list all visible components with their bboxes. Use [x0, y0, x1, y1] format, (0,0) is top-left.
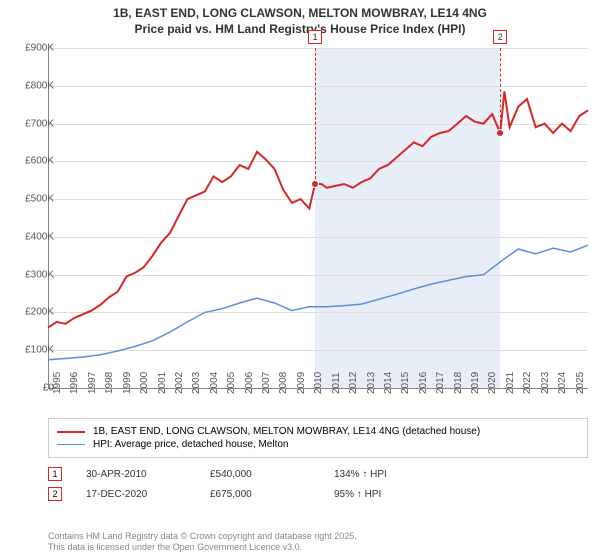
x-tick-label: 2019: [470, 372, 481, 394]
legend-swatch: [57, 431, 85, 433]
annotation-pct: 95% ↑ HPI: [334, 489, 434, 500]
x-tick-label: 2022: [522, 372, 533, 394]
x-tick-label: 1997: [87, 372, 98, 394]
title-line-2: Price paid vs. HM Land Registry's House …: [135, 22, 466, 36]
x-tick-label: 2001: [157, 372, 168, 394]
x-tick-label: 2006: [244, 372, 255, 394]
y-tick-label: £200K: [10, 307, 54, 318]
legend-row: HPI: Average price, detached house, Melt…: [57, 438, 579, 451]
annotation-row-1: 1 30-APR-2010 £540,000 134% ↑ HPI: [48, 464, 588, 484]
annotation-price: £540,000: [210, 469, 310, 480]
x-tick-label: 2005: [226, 372, 237, 394]
annotation-pct: 134% ↑ HPI: [334, 469, 434, 480]
x-tick-label: 1998: [104, 372, 115, 394]
x-tick-label: 1996: [69, 372, 80, 394]
x-tick-label: 2012: [348, 372, 359, 394]
footer-line-1: Contains HM Land Registry data © Crown c…: [48, 531, 357, 541]
legend-swatch: [57, 444, 85, 445]
x-tick-label: 2011: [331, 372, 342, 394]
y-tick-label: £800K: [10, 80, 54, 91]
marker-line-1: [315, 48, 316, 184]
y-tick-label: £300K: [10, 269, 54, 280]
footer-line-2: This data is licensed under the Open Gov…: [48, 542, 302, 552]
legend-row: 1B, EAST END, LONG CLAWSON, MELTON MOWBR…: [57, 425, 579, 438]
chart-plot-area: 12: [48, 48, 588, 388]
annotation-marker: 2: [48, 487, 62, 501]
legend-label: HPI: Average price, detached house, Melt…: [93, 439, 289, 450]
x-tick-label: 2015: [400, 372, 411, 394]
x-tick-label: 2025: [575, 372, 586, 394]
x-tick-label: 1995: [52, 372, 63, 394]
x-tick-label: 2007: [261, 372, 272, 394]
y-tick-label: £500K: [10, 194, 54, 205]
x-tick-label: 2002: [174, 372, 185, 394]
x-tick-label: 2018: [453, 372, 464, 394]
y-tick-label: £0: [10, 383, 54, 394]
marker-badge-1: 1: [308, 30, 322, 44]
marker-badge-2: 2: [493, 30, 507, 44]
y-tick-label: £700K: [10, 118, 54, 129]
y-tick-label: £900K: [10, 43, 54, 54]
footer-attribution: Contains HM Land Registry data © Crown c…: [48, 531, 357, 554]
y-tick-label: £600K: [10, 156, 54, 167]
marker-dot-1: [311, 180, 319, 188]
marker-dot-2: [496, 129, 504, 137]
legend-box: 1B, EAST END, LONG CLAWSON, MELTON MOWBR…: [48, 418, 588, 458]
chart-title: 1B, EAST END, LONG CLAWSON, MELTON MOWBR…: [0, 0, 600, 37]
y-tick-label: £100K: [10, 345, 54, 356]
annotation-price: £675,000: [210, 489, 310, 500]
y-tick-label: £400K: [10, 231, 54, 242]
series-price_paid: [48, 91, 588, 327]
x-tick-label: 2024: [557, 372, 568, 394]
annotation-marker: 1: [48, 467, 62, 481]
annotation-row-2: 2 17-DEC-2020 £675,000 95% ↑ HPI: [48, 484, 588, 504]
annotation-table: 1 30-APR-2010 £540,000 134% ↑ HPI 2 17-DEC-20…: [48, 464, 588, 504]
x-tick-label: 2016: [418, 372, 429, 394]
series-svg: [48, 48, 588, 388]
marker-line-2: [500, 48, 501, 133]
x-tick-label: 2014: [383, 372, 394, 394]
x-tick-label: 2000: [139, 372, 150, 394]
annotation-date: 17-DEC-2020: [86, 489, 186, 500]
x-tick-label: 2021: [505, 372, 516, 394]
x-tick-label: 2004: [209, 372, 220, 394]
x-tick-label: 1999: [122, 372, 133, 394]
x-tick-label: 2003: [191, 372, 202, 394]
x-tick-label: 2013: [366, 372, 377, 394]
annotation-date: 30-APR-2010: [86, 469, 186, 480]
title-line-1: 1B, EAST END, LONG CLAWSON, MELTON MOWBR…: [113, 6, 487, 20]
x-tick-label: 2008: [278, 372, 289, 394]
series-hpi: [48, 245, 588, 360]
x-tick-label: 2009: [296, 372, 307, 394]
x-tick-label: 2020: [487, 372, 498, 394]
legend-label: 1B, EAST END, LONG CLAWSON, MELTON MOWBR…: [93, 426, 480, 437]
x-tick-label: 2017: [435, 372, 446, 394]
x-tick-label: 2023: [540, 372, 551, 394]
x-tick-label: 2010: [313, 372, 324, 394]
